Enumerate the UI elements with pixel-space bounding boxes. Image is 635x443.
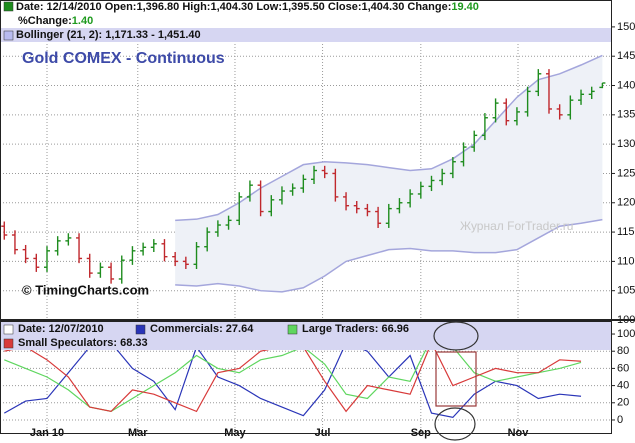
info-band <box>0 0 612 28</box>
info-close: Close:1,404.30 <box>328 1 404 13</box>
annotation: Журнал ForTrader.ru <box>460 219 573 233</box>
indicator-label: Bollinger (21, 2): 1,171.33 - 1,451.40 <box>16 29 201 41</box>
watermark: © TimingCharts.com <box>22 282 149 297</box>
band-lower <box>175 218 603 293</box>
x-tick-label: Sep <box>411 427 431 439</box>
x-tick-label: Mar <box>128 427 148 439</box>
info-low: Low:1,395.50 <box>256 1 324 13</box>
pct-value: 1.40 <box>72 15 93 27</box>
y-tick-label: 20 <box>617 397 629 409</box>
lower-info: Date: 12/07/2010 <box>18 323 104 335</box>
band-upper <box>175 54 603 222</box>
y-tick-label: 1450 <box>617 50 635 62</box>
indicator-band <box>0 28 612 42</box>
y-tick-label: 1100 <box>617 255 635 267</box>
x-tick-label: Jul <box>315 427 331 439</box>
y-tick-label: 0 <box>617 414 623 426</box>
info-high: High:1,404.30 <box>182 1 253 13</box>
date-swatch <box>3 324 14 335</box>
x-tick-label: May <box>224 427 246 439</box>
info-change: 19.40 <box>451 1 479 13</box>
info-row: Date: 12/14/2010 Open:1,396.80 High:1,40… <box>16 1 479 13</box>
lower-info-band <box>0 322 612 350</box>
legend-swatch <box>287 324 298 335</box>
pct-label: %Change: <box>18 15 72 27</box>
highlight-ellipse <box>433 321 479 351</box>
pct-row: %Change:1.40 <box>18 15 93 27</box>
y-tick-label: 100 <box>617 328 635 340</box>
highlight-box <box>435 351 477 407</box>
legend-swatch <box>135 324 146 335</box>
info-change-label: Change: <box>407 1 451 13</box>
indicator-swatch <box>3 30 14 41</box>
legend-swatch <box>3 338 14 349</box>
y-tick-label: 1150 <box>617 226 635 238</box>
lower-frame <box>0 321 612 434</box>
y-tick-label: 80 <box>617 345 629 357</box>
y-tick-label: 1200 <box>617 197 635 209</box>
band-fill <box>175 55 603 292</box>
y-tick-label: 60 <box>617 362 629 374</box>
y-tick-label: 40 <box>617 380 629 392</box>
chart-title: Gold COMEX - Continuous <box>22 50 225 67</box>
y-tick-label: 1400 <box>617 79 635 91</box>
x-tick-label: Jan 10 <box>30 427 64 439</box>
highlight-ellipse <box>434 407 476 441</box>
info-date: Date: 12/14/2010 <box>16 1 102 13</box>
legend-label: Large Traders: 66.96 <box>302 323 409 335</box>
x-tick-label: Nov <box>508 427 530 439</box>
price-swatch <box>3 1 14 12</box>
y-tick-label: 1350 <box>617 109 635 121</box>
y-tick-label: 1300 <box>617 138 635 150</box>
y-tick-label: 1050 <box>617 285 635 297</box>
legend-label: Commercials: 27.64 <box>150 323 254 335</box>
info-open: Open:1,396.80 <box>105 1 180 13</box>
legend-label: Small Speculators: 68.33 <box>18 337 148 349</box>
y-tick-label: 1250 <box>617 167 635 179</box>
